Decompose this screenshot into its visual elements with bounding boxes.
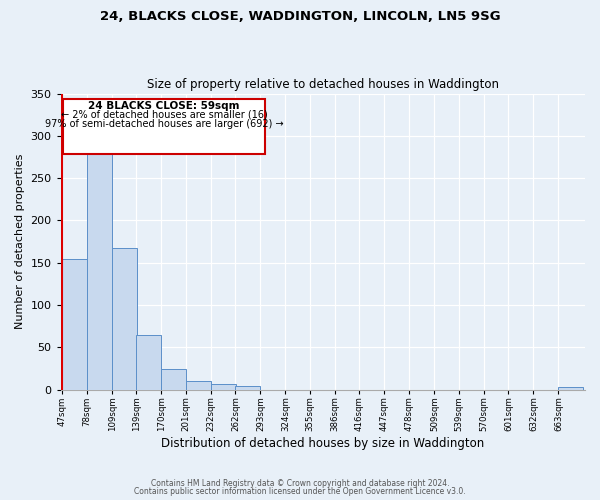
Text: 24 BLACKS CLOSE: 59sqm: 24 BLACKS CLOSE: 59sqm: [88, 101, 240, 111]
Bar: [235, 386, 260, 390]
Text: Contains public sector information licensed under the Open Government Licence v3: Contains public sector information licen…: [134, 487, 466, 496]
X-axis label: Distribution of detached houses by size in Waddington: Distribution of detached houses by size …: [161, 437, 484, 450]
FancyBboxPatch shape: [64, 100, 265, 154]
Text: 97% of semi-detached houses are larger (692) →: 97% of semi-detached houses are larger (…: [44, 118, 283, 128]
Text: Contains HM Land Registry data © Crown copyright and database right 2024.: Contains HM Land Registry data © Crown c…: [151, 478, 449, 488]
Bar: [87, 148, 112, 390]
Y-axis label: Number of detached properties: Number of detached properties: [15, 154, 25, 330]
Bar: [187, 381, 211, 390]
Bar: [211, 384, 236, 390]
Bar: [559, 387, 583, 390]
Bar: [161, 370, 186, 390]
Text: ← 2% of detached houses are smaller (16): ← 2% of detached houses are smaller (16): [61, 110, 268, 120]
Text: 24, BLACKS CLOSE, WADDINGTON, LINCOLN, LN5 9SG: 24, BLACKS CLOSE, WADDINGTON, LINCOLN, L…: [100, 10, 500, 23]
Bar: [62, 258, 87, 390]
Bar: [136, 334, 161, 390]
Bar: [112, 248, 137, 390]
Title: Size of property relative to detached houses in Waddington: Size of property relative to detached ho…: [147, 78, 499, 91]
